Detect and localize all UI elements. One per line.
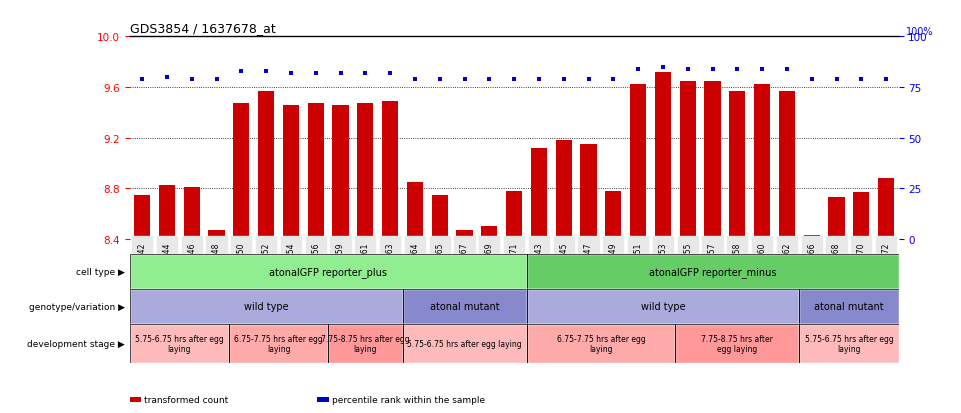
Point <box>729 66 745 73</box>
Bar <box>130 254 527 289</box>
Text: 5.75-6.75 hrs after egg
laying: 5.75-6.75 hrs after egg laying <box>135 334 224 353</box>
Point <box>605 76 621 83</box>
Bar <box>676 324 800 363</box>
Text: 100%: 100% <box>906 27 934 37</box>
Point <box>209 76 224 83</box>
Point <box>407 76 423 83</box>
Text: atonalGFP reporter_plus: atonalGFP reporter_plus <box>269 266 387 277</box>
Text: GDS3854 / 1637678_at: GDS3854 / 1637678_at <box>130 21 276 35</box>
Bar <box>209 231 225 240</box>
Bar <box>328 324 403 363</box>
Text: wild type: wild type <box>244 301 288 312</box>
Bar <box>530 149 547 240</box>
Point <box>333 70 348 77</box>
Bar <box>481 227 498 240</box>
Point <box>506 76 522 83</box>
Bar <box>506 192 522 240</box>
Bar <box>778 92 795 240</box>
Point <box>531 76 547 83</box>
Point <box>853 76 869 83</box>
Point <box>259 68 274 75</box>
Bar <box>800 324 899 363</box>
Bar <box>527 254 899 289</box>
Bar <box>878 179 894 240</box>
Bar <box>803 236 820 240</box>
Bar <box>853 193 870 240</box>
Text: transformed count: transformed count <box>144 396 229 404</box>
Bar <box>403 324 527 363</box>
Point <box>160 74 175 81</box>
Bar <box>456 231 473 240</box>
Bar <box>679 81 696 240</box>
Bar <box>729 92 746 240</box>
Point <box>357 70 373 77</box>
Point <box>828 76 844 83</box>
Bar <box>555 141 572 240</box>
Point <box>456 76 472 83</box>
Text: 5.75-6.75 hrs after egg
laying: 5.75-6.75 hrs after egg laying <box>804 334 894 353</box>
Point <box>704 66 720 73</box>
Point <box>655 64 671 71</box>
Bar <box>308 104 324 240</box>
Point <box>804 76 820 83</box>
Bar <box>333 105 349 240</box>
Point <box>234 68 249 75</box>
Bar <box>159 185 175 240</box>
Point <box>432 76 448 83</box>
Text: genotype/variation ▶: genotype/variation ▶ <box>29 302 125 311</box>
Point <box>308 70 324 77</box>
Point <box>185 76 200 83</box>
Text: percentile rank within the sample: percentile rank within the sample <box>332 396 484 404</box>
Point <box>382 70 398 77</box>
Bar <box>704 81 721 240</box>
Point <box>580 76 596 83</box>
Point <box>680 66 696 73</box>
Bar <box>234 104 250 240</box>
Bar <box>283 105 299 240</box>
Bar <box>654 73 671 240</box>
Point <box>135 76 150 83</box>
Bar <box>229 324 328 363</box>
Text: wild type: wild type <box>641 301 685 312</box>
Bar <box>431 195 448 240</box>
Text: 5.75-6.75 hrs after egg laying: 5.75-6.75 hrs after egg laying <box>407 339 522 348</box>
Text: atonalGFP reporter_minus: atonalGFP reporter_minus <box>649 266 776 277</box>
Bar <box>630 85 646 240</box>
Point <box>878 76 894 83</box>
Point <box>283 70 299 77</box>
Bar <box>828 198 845 240</box>
Bar <box>754 85 770 240</box>
Bar <box>800 289 899 324</box>
Text: cell type ▶: cell type ▶ <box>76 267 125 276</box>
Text: 6.75-7.75 hrs after egg
laying: 6.75-7.75 hrs after egg laying <box>556 334 645 353</box>
Bar <box>403 289 527 324</box>
Bar <box>357 104 374 240</box>
Point <box>556 76 572 83</box>
Text: atonal mutant: atonal mutant <box>430 301 500 312</box>
Point <box>630 66 646 73</box>
Point <box>481 76 497 83</box>
Bar <box>527 324 676 363</box>
Bar <box>580 145 597 240</box>
Bar <box>184 188 200 240</box>
Point <box>779 66 795 73</box>
Text: 7.75-8.75 hrs after egg
laying: 7.75-8.75 hrs after egg laying <box>321 334 409 353</box>
Text: atonal mutant: atonal mutant <box>814 301 884 312</box>
Bar <box>135 195 150 240</box>
Bar <box>527 289 800 324</box>
Bar <box>407 183 423 240</box>
Bar <box>382 102 398 240</box>
Point <box>754 66 770 73</box>
Text: development stage ▶: development stage ▶ <box>27 339 125 348</box>
Bar <box>130 324 229 363</box>
Bar <box>259 92 274 240</box>
Bar <box>605 192 622 240</box>
Bar <box>130 289 403 324</box>
Text: 7.75-8.75 hrs after
egg laying: 7.75-8.75 hrs after egg laying <box>702 334 774 353</box>
Text: 6.75-7.75 hrs after egg
laying: 6.75-7.75 hrs after egg laying <box>234 334 323 353</box>
